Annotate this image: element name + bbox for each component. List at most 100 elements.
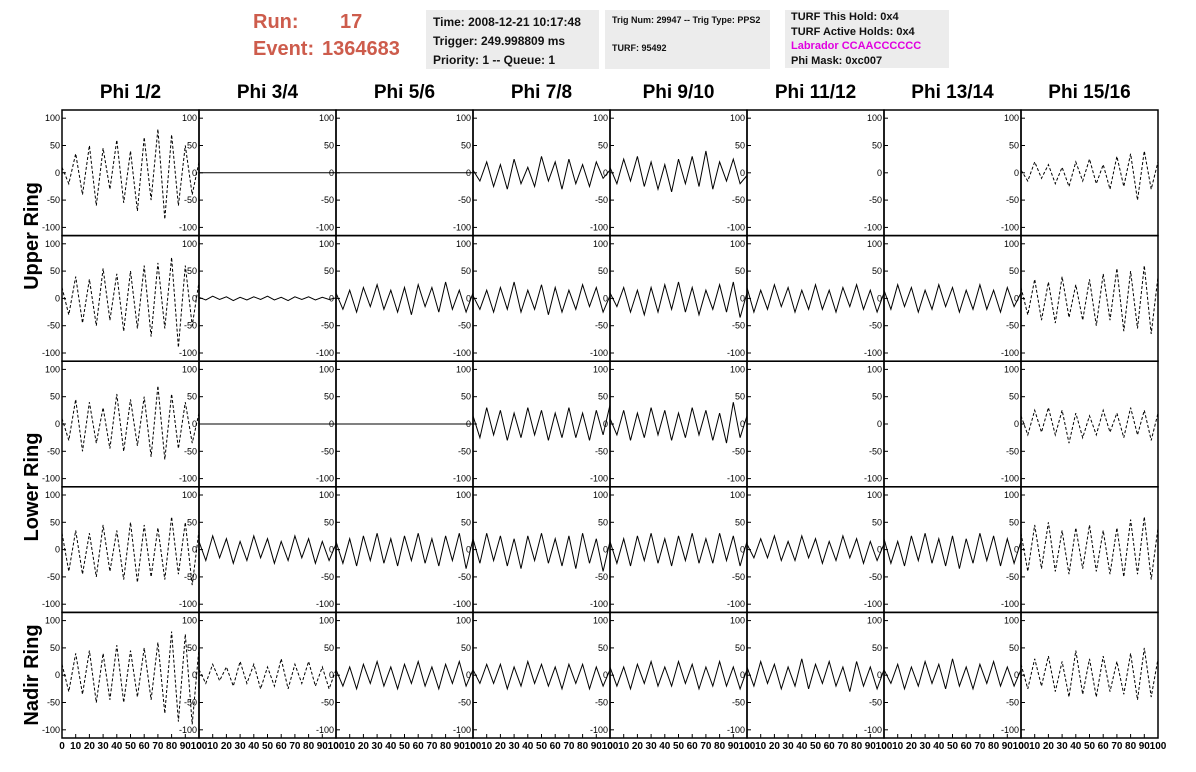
x-tick-label: 100 xyxy=(328,741,345,752)
y-tick-label: 0 xyxy=(740,168,745,178)
y-tick-label: -50 xyxy=(732,195,745,205)
y-tick-label: 0 xyxy=(329,419,334,429)
column-title: Phi 11/12 xyxy=(775,82,856,103)
y-tick-label: -50 xyxy=(184,698,197,708)
y-tick-label: 100 xyxy=(593,490,608,500)
x-tick-label: 90 xyxy=(591,741,603,752)
waveform xyxy=(1020,516,1159,580)
y-tick-label: 50 xyxy=(187,266,197,276)
y-tick-label: 0 xyxy=(466,670,471,680)
panel-frame xyxy=(472,360,611,488)
waveform xyxy=(472,659,611,691)
y-tick-label: 0 xyxy=(877,545,882,555)
x-tick-label: 60 xyxy=(550,741,562,752)
turf-hold: TURF This Hold: 0x4 xyxy=(791,11,899,23)
x-tick-label: 100 xyxy=(876,741,893,752)
x-tick-label: 40 xyxy=(522,741,534,752)
y-tick-label: -100 xyxy=(864,348,882,358)
y-tick-label: 0 xyxy=(603,545,608,555)
y-tick-label: -50 xyxy=(321,321,334,331)
column-title: Phi 7/8 xyxy=(511,82,572,103)
waveform xyxy=(1020,150,1159,201)
x-tick-label: 90 xyxy=(180,741,192,752)
waveform xyxy=(883,533,1022,569)
y-tick-label: 0 xyxy=(55,419,60,429)
panel-frame xyxy=(198,486,337,614)
y-tick-label: -50 xyxy=(47,195,60,205)
waveform xyxy=(1020,647,1159,700)
y-tick-label: -50 xyxy=(321,698,334,708)
waveform xyxy=(609,402,748,444)
x-tick-label: 20 xyxy=(769,741,781,752)
y-tick-label: 50 xyxy=(187,517,197,527)
waveform xyxy=(472,404,611,441)
y-tick-label: 0 xyxy=(55,545,60,555)
x-tick-label: 30 xyxy=(98,741,110,752)
y-tick-label: 0 xyxy=(329,545,334,555)
x-tick-label: 20 xyxy=(358,741,370,752)
y-tick-label: 50 xyxy=(187,140,197,150)
run-value: 17 xyxy=(340,11,363,33)
y-tick-label: 100 xyxy=(593,239,608,249)
x-tick-label: 10 xyxy=(70,741,82,752)
y-tick-label: 0 xyxy=(1014,168,1019,178)
y-tick-label: 50 xyxy=(324,517,334,527)
y-tick-label: 100 xyxy=(182,616,197,626)
y-tick-label: 50 xyxy=(735,392,745,402)
x-tick-label: 70 xyxy=(426,741,438,752)
ring-label: Nadir Ring xyxy=(21,624,43,725)
y-tick-label: 0 xyxy=(466,293,471,303)
panel-frame xyxy=(1020,486,1159,614)
y-tick-label: 50 xyxy=(872,392,882,402)
y-tick-label: 100 xyxy=(867,364,882,374)
y-tick-label: 100 xyxy=(319,616,334,626)
panel-frame xyxy=(746,486,885,614)
y-tick-label: 50 xyxy=(324,266,334,276)
y-tick-label: 100 xyxy=(730,616,745,626)
x-tick-label: 100 xyxy=(191,741,208,752)
waveform xyxy=(335,533,474,569)
y-tick-label: 100 xyxy=(182,364,197,374)
x-tick-label: 50 xyxy=(673,741,685,752)
waveform xyxy=(61,631,200,725)
y-tick-label: 0 xyxy=(877,670,882,680)
y-tick-label: 0 xyxy=(55,293,60,303)
waveform xyxy=(335,659,474,691)
panel-frame xyxy=(883,611,1022,739)
y-tick-label: 0 xyxy=(466,419,471,429)
x-tick-label: 0 xyxy=(59,741,65,752)
y-tick-label: -100 xyxy=(42,222,60,232)
waveform xyxy=(198,534,337,566)
waveform xyxy=(198,295,337,302)
y-tick-label: -100 xyxy=(727,348,745,358)
x-tick-label: 0 xyxy=(333,741,339,752)
waveform xyxy=(609,150,748,193)
y-tick-label: 100 xyxy=(1004,364,1019,374)
x-tick-label: 60 xyxy=(276,741,288,752)
y-tick-label: -50 xyxy=(458,321,471,331)
y-tick-label: 0 xyxy=(740,545,745,555)
y-tick-label: -50 xyxy=(458,572,471,582)
x-tick-label: 50 xyxy=(125,741,137,752)
y-tick-label: 0 xyxy=(192,168,197,178)
y-tick-label: -50 xyxy=(1006,195,1019,205)
event-label: Event: xyxy=(253,38,315,60)
panel-frame xyxy=(198,611,337,739)
x-tick-label: 80 xyxy=(166,741,178,752)
y-tick-label: -100 xyxy=(453,222,471,232)
x-tick-label: 40 xyxy=(796,741,808,752)
labrador: Labrador CCAACCCCCC xyxy=(791,40,922,52)
y-tick-label: -100 xyxy=(316,599,334,609)
y-tick-label: 50 xyxy=(1009,643,1019,653)
y-tick-label: 100 xyxy=(319,364,334,374)
y-tick-label: -100 xyxy=(727,222,745,232)
y-tick-label: 100 xyxy=(456,490,471,500)
x-tick-label: 100 xyxy=(739,741,756,752)
priority: Priority: 1 -- Queue: 1 xyxy=(433,53,556,67)
x-tick-label: 90 xyxy=(454,741,466,752)
y-tick-label: 0 xyxy=(1014,670,1019,680)
panel-frame xyxy=(609,109,748,237)
y-tick-label: -50 xyxy=(595,446,608,456)
y-tick-label: 50 xyxy=(50,266,60,276)
y-tick-label: 50 xyxy=(872,517,882,527)
